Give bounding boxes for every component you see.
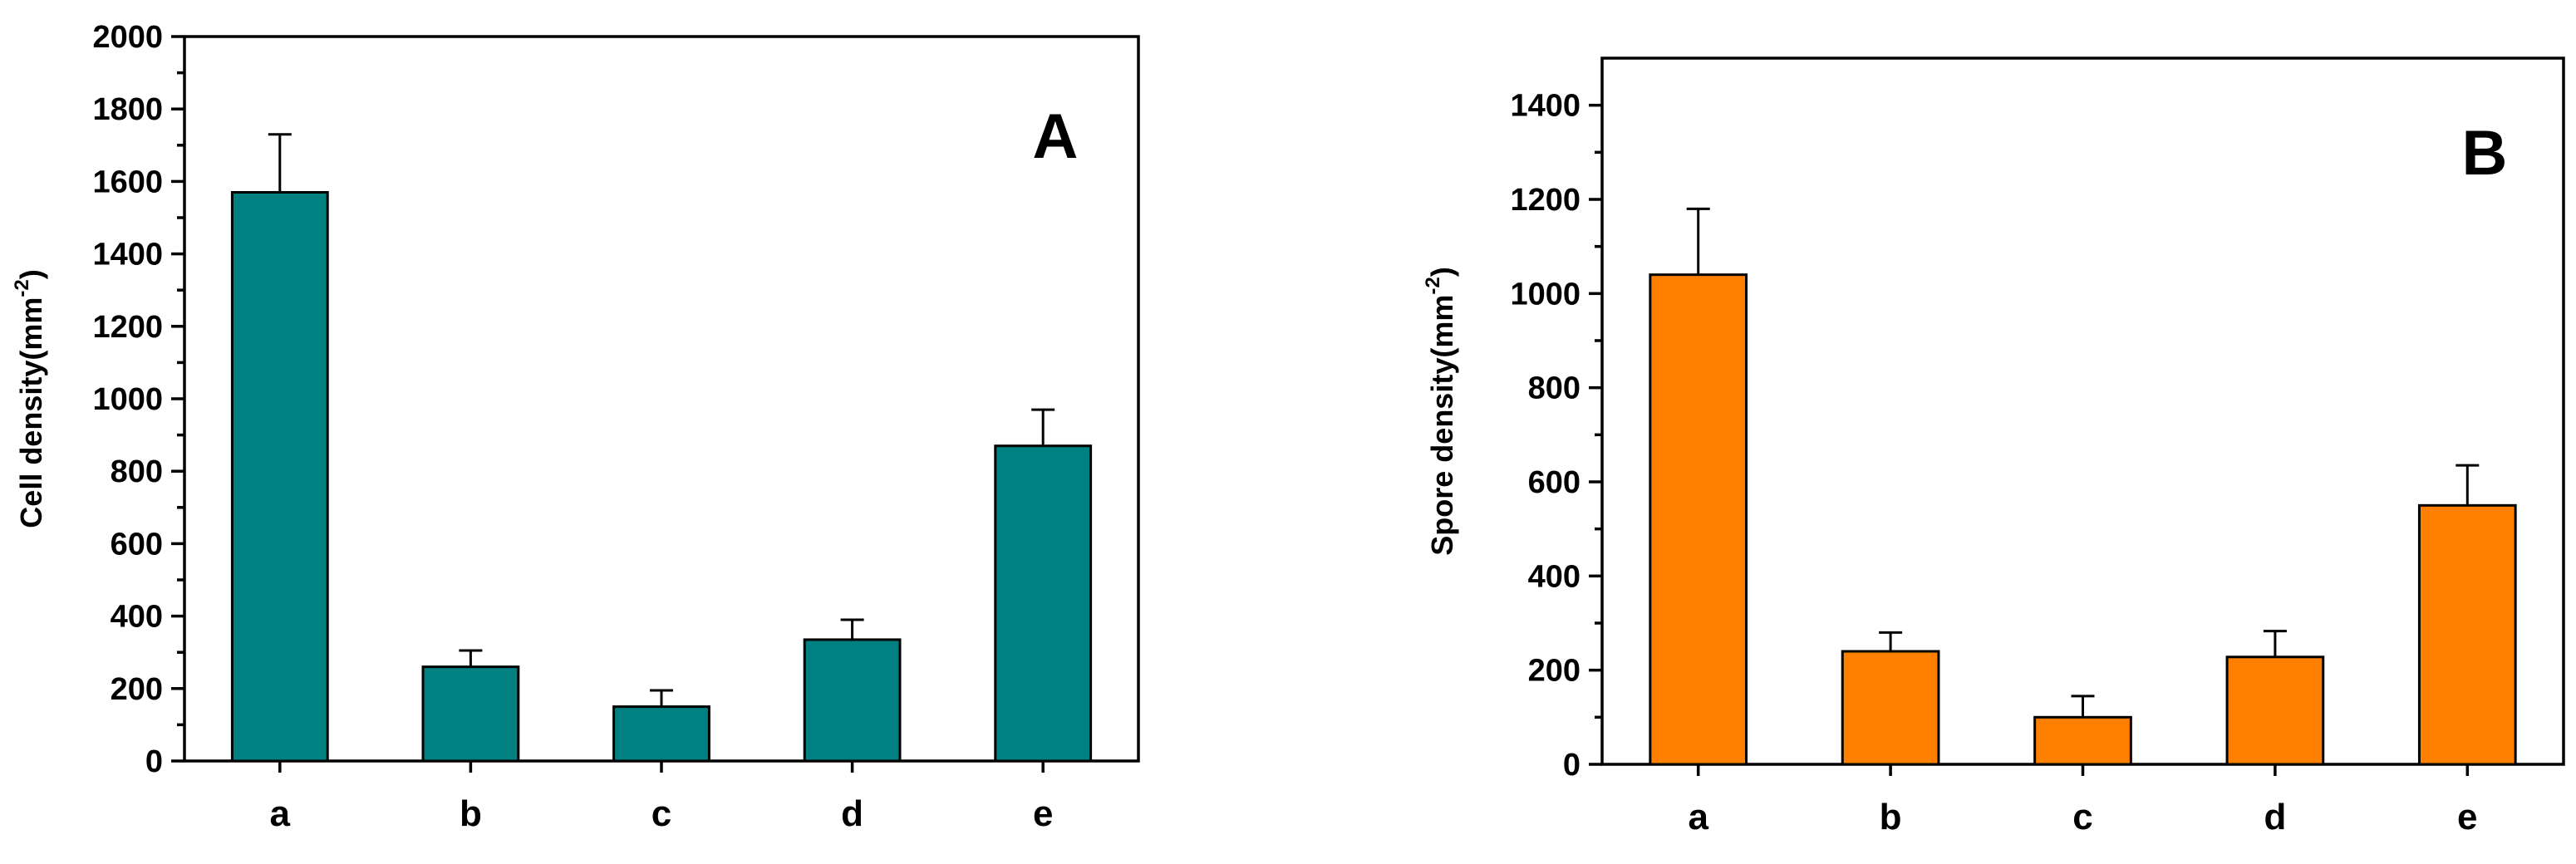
panel-b-category-label: a	[1688, 797, 1708, 837]
panel-a-ytick-label: 1800	[92, 92, 163, 127]
panel-a-ytick-label: 1200	[92, 310, 163, 345]
panel-a-ytick-label: 2000	[92, 20, 163, 55]
panel-b-y-axis-label-superscript: -2	[1422, 277, 1444, 294]
panel-a-ytick-label: 1000	[92, 382, 163, 417]
panel-a-bar-e	[994, 444, 1093, 763]
panel-a-y-axis-label-superscript: -2	[11, 279, 33, 297]
panel-b-y-axis-label-close: )	[1425, 267, 1459, 277]
panel-b-panel-letter: B	[2462, 118, 2508, 189]
panel-b-ytick-label: 200	[1528, 654, 1581, 689]
panel-b-category-label: c	[2072, 797, 2092, 837]
panel-b-category-label: b	[1880, 797, 1902, 837]
panel-b-bar-a	[1649, 273, 1748, 766]
panel-a-ytick-label: 800	[111, 454, 163, 489]
panel-a-bar-c	[612, 705, 710, 763]
panel-b-category-label: e	[2457, 797, 2477, 837]
panel-b-bar-d	[2225, 655, 2325, 766]
panel-a-category-label: c	[651, 793, 671, 834]
panel-a-bar-d	[803, 638, 902, 763]
panel-b-ytick-label: 0	[1563, 748, 1581, 783]
panel-a-ytick-label: 1400	[92, 238, 163, 272]
panel-a-ytick-label: 600	[111, 527, 163, 562]
panel-a-ytick-label: 0	[145, 744, 163, 779]
panel-a-ytick-label: 200	[111, 672, 163, 707]
panel-a-ytick-label: 1600	[92, 164, 163, 199]
panel-a-y-axis-label-close: )	[14, 269, 48, 279]
panel-a-category-label: e	[1033, 793, 1053, 834]
panel-b-ytick-label: 1200	[1510, 183, 1581, 218]
panel-b-chart: 0 200 400 600 800 1000 1200 1400 a b c d e B Spore den…	[1422, 56, 2565, 837]
panel-a-panel-letter: A	[1033, 101, 1079, 172]
panel-b-ytick-label: 1400	[1510, 89, 1581, 124]
panel-b-ytick-label: 1000	[1510, 277, 1581, 312]
panel-a-category-label: d	[841, 793, 863, 834]
panel-b-y-axis-label: Spore density(mm-2)	[1422, 267, 1459, 555]
panel-b-bar-c	[2033, 715, 2132, 766]
panel-a-category-label: b	[460, 793, 482, 834]
panel-b-bar-b	[1841, 650, 1940, 766]
panel-a-y-axis-label-text: Cell density(mm	[14, 297, 48, 528]
panel-b-y-axis-label-text: Spore density(mm	[1425, 295, 1459, 556]
panel-b-ytick-label: 600	[1528, 465, 1581, 500]
panel-a-chart: 0 200 400 600 800 1000 1200 1400 1600 1800 2000 a b c…	[11, 20, 1140, 834]
panel-a-ytick-label: 400	[111, 600, 163, 635]
panel-a-bar-b	[421, 665, 520, 763]
panel-a-y-axis-label: Cell density(mm-2)	[11, 269, 48, 528]
panel-a-category-label: a	[270, 793, 291, 834]
panel-b-ytick-label: 400	[1528, 559, 1581, 594]
panel-b-ytick-label: 800	[1528, 371, 1581, 406]
panel-b-bar-e	[2417, 503, 2517, 766]
panel-a-bar-a	[230, 190, 329, 763]
panel-b-category-label: d	[2264, 797, 2286, 837]
